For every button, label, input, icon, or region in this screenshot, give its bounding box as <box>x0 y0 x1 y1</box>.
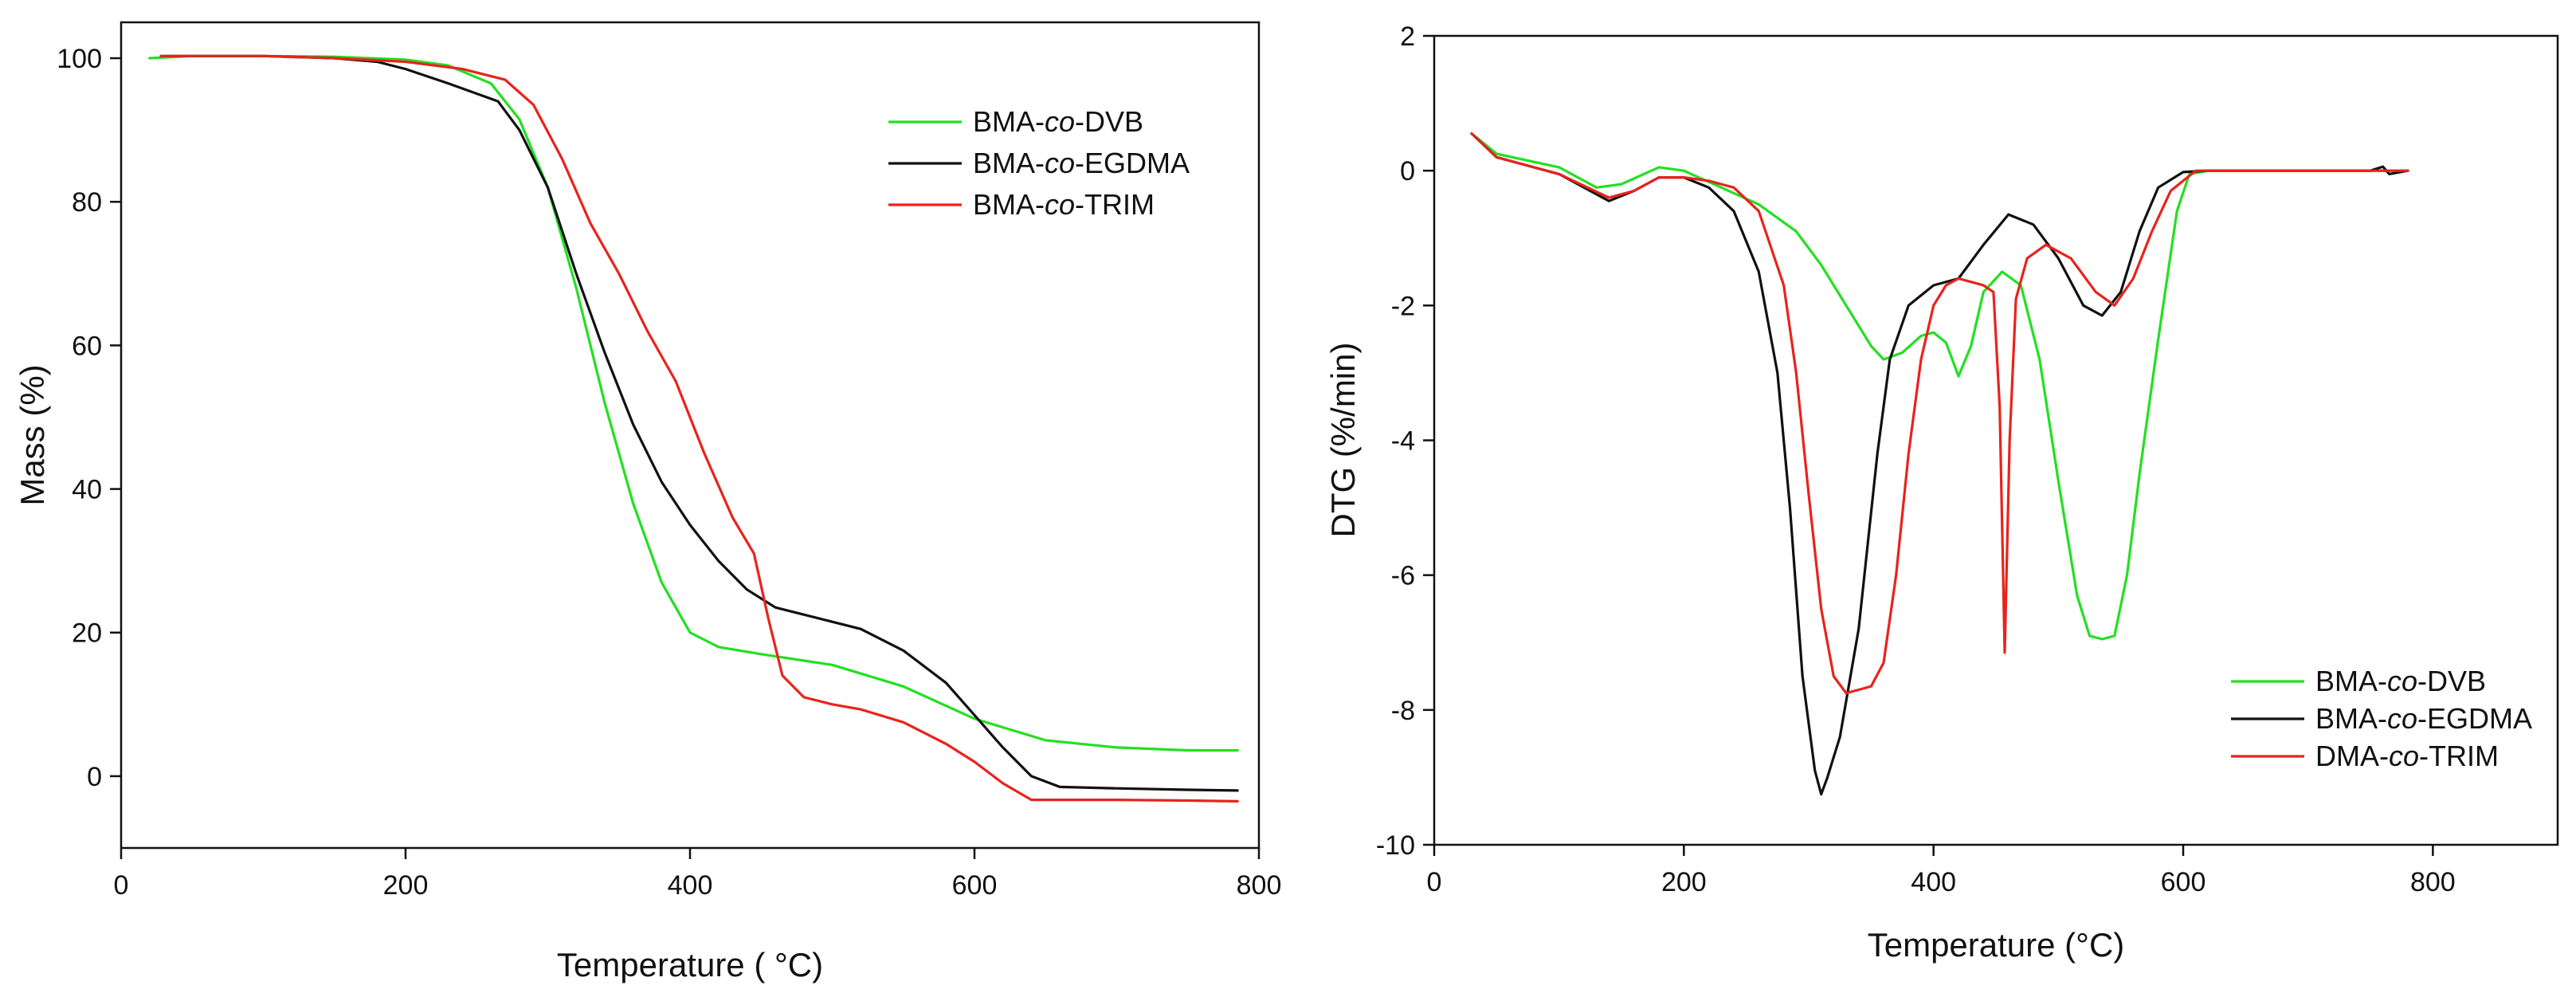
series-line <box>159 54 1239 792</box>
axis-ticks: 0 200 400 600 800 0 20 40 60 80 100 <box>57 44 1281 901</box>
y-tick-label: 0 <box>87 762 102 792</box>
x-tick-label: 600 <box>2161 867 2206 897</box>
y-tick-label: 20 <box>72 618 102 649</box>
y-tick-label: -6 <box>1391 561 1415 591</box>
x-tick-label: 600 <box>952 870 998 901</box>
x-tick-label: 800 <box>1237 870 1282 901</box>
y-tick-label: 2 <box>1400 22 1415 52</box>
x-axis-label: Temperature (°C) <box>1868 926 2125 964</box>
x-tick-label: 200 <box>1661 867 1707 897</box>
y-tick-label: -4 <box>1391 426 1415 457</box>
axis-ticks: 0 200 400 600 800 -10 -8 -6 -4 -2 0 2 <box>1376 22 2456 897</box>
dtg-chart: 0 200 400 600 800 -10 -8 -6 -4 -2 0 2 Temperature (… <box>1324 22 2559 964</box>
y-axis-label: Mass (%) <box>14 364 51 505</box>
y-tick-label: -8 <box>1391 696 1415 726</box>
legend: BMA-co-DVB BMA-co-EGDMA BMA-co-TRIM <box>888 105 1190 221</box>
series-line <box>1470 132 2409 796</box>
series-line <box>1470 132 2409 641</box>
series-layer <box>1470 132 2409 796</box>
y-tick-label: -10 <box>1376 830 1415 861</box>
y-tick-label: 40 <box>72 475 102 505</box>
y-tick-label: -2 <box>1391 291 1415 321</box>
legend-label: BMA-co-TRIM <box>973 188 1155 221</box>
series-line <box>148 54 1239 752</box>
y-tick-label: 0 <box>1400 156 1415 186</box>
x-tick-label: 400 <box>1911 867 1956 897</box>
x-tick-label: 0 <box>1427 867 1442 897</box>
y-axis-label: DTG (%/min) <box>1324 343 1362 538</box>
legend-label: BMA-co-DVB <box>2315 665 2486 697</box>
x-tick-label: 800 <box>2410 867 2456 897</box>
series-line <box>159 54 1239 803</box>
y-tick-label: 100 <box>57 44 102 74</box>
x-tick-label: 400 <box>668 870 713 901</box>
legend-label: BMA-co-EGDMA <box>2315 702 2532 735</box>
legend-label: BMA-co-EGDMA <box>973 147 1190 179</box>
legend-label: DMA-co-TRIM <box>2315 740 2499 772</box>
x-tick-label: 200 <box>383 870 429 901</box>
tga-mass-chart: 0 200 400 600 800 0 20 40 60 80 100 Temperature ( … <box>14 21 1281 983</box>
series-layer <box>148 54 1239 803</box>
legend-label: BMA-co-DVB <box>973 105 1143 138</box>
y-tick-label: 60 <box>72 331 102 361</box>
legend: BMA-co-DVB BMA-co-EGDMA DMA-co-TRIM <box>2231 665 2532 772</box>
x-axis-label: Temperature ( °C) <box>557 946 823 983</box>
y-tick-label: 80 <box>72 187 102 218</box>
series-line <box>1470 132 2409 695</box>
x-tick-label: 0 <box>114 870 129 901</box>
